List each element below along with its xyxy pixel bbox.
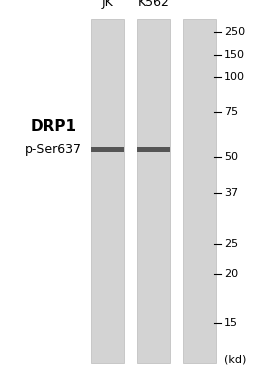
Text: 50: 50 — [224, 152, 238, 162]
Bar — [91, 19, 124, 363]
Bar — [183, 19, 216, 363]
Bar — [137, 147, 170, 152]
Text: K562: K562 — [138, 0, 169, 9]
Bar — [137, 19, 170, 363]
Text: DRP1: DRP1 — [31, 119, 77, 134]
Text: 20: 20 — [224, 269, 238, 279]
Text: p-Ser637: p-Ser637 — [25, 143, 82, 156]
Text: 37: 37 — [224, 188, 238, 198]
Text: 25: 25 — [224, 239, 238, 249]
Text: JK: JK — [102, 0, 113, 9]
Text: 75: 75 — [224, 107, 238, 116]
Text: 250: 250 — [224, 27, 245, 37]
Text: 15: 15 — [224, 318, 238, 328]
Text: 150: 150 — [224, 50, 245, 60]
Text: (kd): (kd) — [224, 354, 246, 364]
Text: 100: 100 — [224, 73, 245, 82]
Bar — [91, 147, 124, 152]
